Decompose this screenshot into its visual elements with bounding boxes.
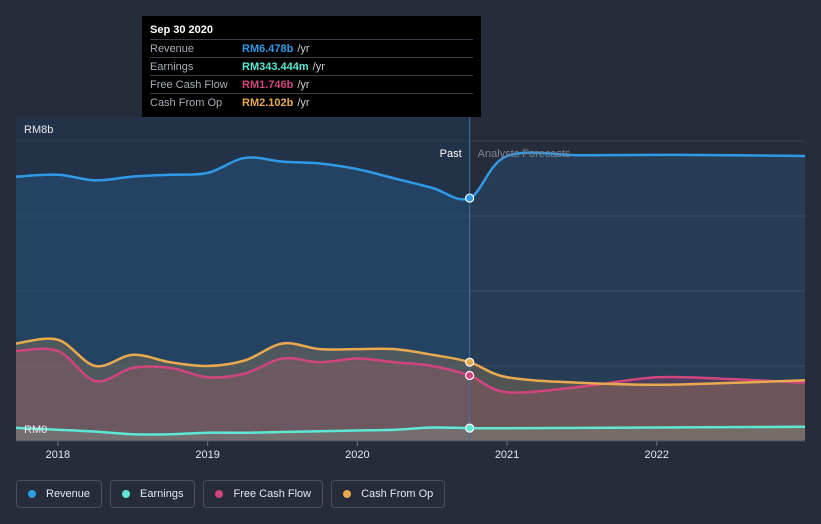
data-tooltip: Sep 30 2020 Revenue RM6.478b/yr Earnings RM… [142,16,481,117]
legend-dot-icon [343,490,352,498]
tooltip-row-label: Earnings [150,60,194,73]
legend-dot-icon [122,490,131,498]
series-lines [15,151,806,436]
cash-from-op-line [15,337,806,387]
x-tick-label: 2020 [345,449,369,461]
cash-from-op-marker [465,357,475,367]
x-tick-label: 2021 [495,449,519,461]
revenue-marker [465,193,475,203]
series-areas [16,152,805,441]
tooltip-row-value: RM343.444m [242,60,309,73]
tooltip-row-unit: /yr [297,96,310,109]
tooltip-rows: Revenue RM6.478b/yr Earnings RM343.444m/yr F… [150,39,473,111]
revenue-area [16,152,805,441]
tooltip-date: Sep 30 2020 [150,24,213,36]
tooltip-row: Cash From Op RM2.102b/yr [150,93,473,111]
forecast-label: Analysts Forecasts [478,148,571,160]
series-markers [465,193,475,433]
gridlines [16,140,805,367]
tooltip-row: Free Cash Flow RM1.746b/yr [150,75,473,93]
legend-dot-icon [215,490,224,498]
legend-label: Revenue [46,488,91,500]
tooltip-row-label: Revenue [150,42,195,55]
legend-label: Earnings [140,488,184,500]
legend-dot-icon [28,490,36,498]
y-tick-label-top: RM8b [24,124,53,136]
tooltip-row-unit: /yr [312,60,325,73]
x-tick-label: 2022 [645,449,669,461]
earnings-marker [465,423,475,433]
tooltip-row-label: Free Cash Flow [150,78,228,91]
legend-label: Free Cash Flow [233,488,312,500]
free-cash-flow-marker [465,370,475,381]
tooltip-row: Revenue RM6.478b/yr [150,39,473,57]
tooltip-row-label: Cash From Op [150,96,223,109]
earnings-area [16,426,805,441]
legend-item-cash-from-op[interactable]: Cash From Op [331,480,446,508]
earnings-line [15,425,806,436]
tooltip-row-unit: /yr [297,78,310,91]
legend-label: Cash From Op [361,488,434,500]
x-tick-label: 2019 [195,449,219,461]
legend-item-revenue[interactable]: Revenue [16,480,103,508]
tooltip-row-value: RM6.478b [242,42,294,55]
free-cash-flow-area [16,348,805,441]
tooltip-row-unit: /yr [297,42,310,55]
legend-item-free-cash-flow[interactable]: Free Cash Flow [203,480,324,508]
past-label: Past [440,148,462,160]
tooltip-row-value: RM1.746b [242,78,294,91]
y-tick-label-bottom: RM0 [24,424,47,436]
past-region-shade [16,117,470,441]
tooltip-row: Earnings RM343.444m/yr [150,57,473,75]
legend-item-earnings[interactable]: Earnings [110,480,196,508]
x-axis-ticks: 2018 2019 2020 2021 2022 [46,441,669,461]
cash-from-op-area [16,338,805,441]
tooltip-row-value: RM2.102b [242,96,294,109]
chart-legend: Revenue Earnings Free Cash Flow Cash From O… [16,480,446,508]
x-tick-label: 2018 [46,449,70,461]
revenue-line [15,151,806,201]
